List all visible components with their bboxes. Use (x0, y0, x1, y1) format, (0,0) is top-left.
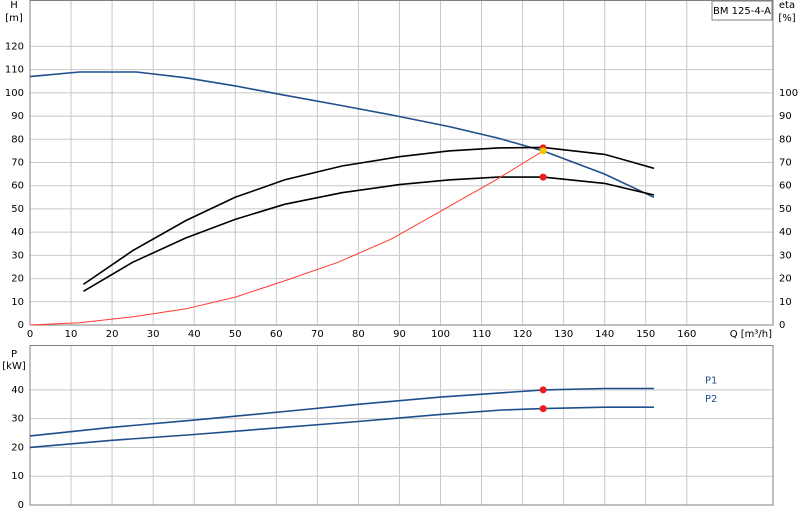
y2-axis-label: eta (779, 0, 795, 11)
y-axis-unit: [m] (5, 13, 23, 24)
y-tick-label: 40 (11, 385, 24, 396)
x-tick-label: 80 (352, 329, 365, 340)
curve (82, 176, 655, 292)
y2-tick-label: 10 (779, 297, 792, 308)
curve (29, 406, 654, 449)
series-label: P2 (705, 394, 717, 405)
y2-tick-label: 0 (779, 320, 785, 331)
y-axis-unit: [kW] (2, 361, 26, 372)
series-label: P1 (705, 375, 717, 386)
y-tick-label: 70 (11, 158, 24, 169)
y-axis-label: H (10, 0, 18, 11)
y-tick-label: 40 (11, 227, 24, 238)
x-tick-label: 150 (636, 329, 655, 340)
plot-frame (29, 345, 774, 506)
y-axis-label: P (11, 349, 17, 360)
x-tick-label: 40 (188, 329, 201, 340)
y-tick-label: 120 (5, 41, 24, 52)
y2-tick-label: 70 (779, 158, 792, 169)
y-tick-label: 10 (11, 297, 24, 308)
y2-axis-unit: [%] (778, 13, 795, 24)
x-axis-label: Q [m³/h] (730, 329, 772, 340)
x-tick-label: 50 (229, 329, 242, 340)
x-tick-label: 90 (393, 329, 406, 340)
curve (29, 150, 544, 326)
y-tick-label: 50 (11, 204, 24, 215)
curve (29, 387, 654, 437)
x-tick-label: 60 (270, 329, 283, 340)
y-tick-label: 20 (11, 442, 24, 453)
y-tick-label: 20 (11, 274, 24, 285)
x-tick-label: 20 (106, 329, 119, 340)
y2-tick-label: 50 (779, 204, 792, 215)
x-tick-label: 30 (147, 329, 160, 340)
x-tick-label: 70 (311, 329, 324, 340)
x-tick-label: 120 (513, 329, 532, 340)
y-tick-label: 80 (11, 134, 24, 145)
y-tick-label: 90 (11, 111, 24, 122)
y-tick-label: 10 (11, 471, 24, 482)
y-tick-label: 30 (11, 250, 24, 261)
x-tick-label: 10 (65, 329, 78, 340)
chart-title: BM 125-4-A (713, 6, 771, 17)
y2-tick-label: 100 (779, 88, 798, 99)
duty-point (539, 405, 547, 413)
y-tick-label: 100 (5, 88, 24, 99)
x-tick-label: 100 (431, 329, 450, 340)
y-tick-label: 30 (11, 414, 24, 425)
x-tick-label: 140 (595, 329, 614, 340)
y2-tick-label: 60 (779, 181, 792, 192)
x-tick-label: 0 (27, 329, 33, 340)
y-tick-label: 0 (18, 320, 24, 331)
y2-tick-label: 30 (779, 250, 792, 261)
y-tick-label: 0 (18, 500, 24, 511)
y-tick-label: 110 (5, 65, 24, 76)
duty-point (539, 173, 547, 181)
curve (82, 146, 655, 286)
y2-tick-label: 20 (779, 274, 792, 285)
x-tick-label: 160 (677, 329, 696, 340)
plot-frame (29, 0, 774, 326)
y2-tick-label: 40 (779, 227, 792, 238)
x-tick-label: 110 (472, 329, 491, 340)
duty-point (539, 147, 547, 155)
y-tick-label: 60 (11, 181, 24, 192)
y2-tick-label: 80 (779, 134, 792, 145)
duty-point (539, 386, 547, 394)
y2-tick-label: 90 (779, 111, 792, 122)
x-tick-label: 130 (554, 329, 573, 340)
